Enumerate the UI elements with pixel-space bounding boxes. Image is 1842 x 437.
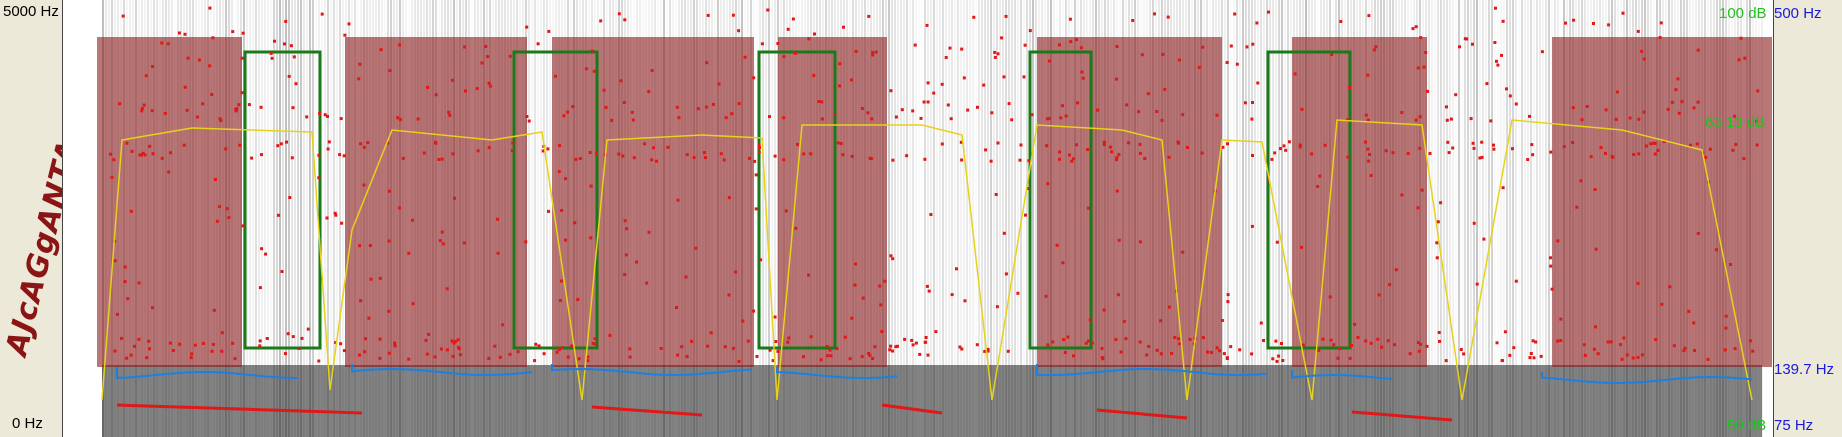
pitch-curve xyxy=(551,364,753,377)
vowel-segment xyxy=(345,37,527,367)
vowel-segment xyxy=(552,37,754,367)
consonant-box xyxy=(512,50,599,350)
formant-track xyxy=(116,403,363,415)
formant-track xyxy=(591,405,703,417)
pitch-curve xyxy=(776,367,898,380)
consonant-box xyxy=(243,50,322,350)
formant-track xyxy=(1096,408,1188,420)
pitch-bottom-label: 75 Hz xyxy=(1774,417,1814,434)
left-axis-bottom-label: 0 Hz xyxy=(12,415,43,432)
intensity-curve xyxy=(101,119,1753,401)
intensity-top-label: 100 dB xyxy=(1719,5,1767,22)
pitch-curve xyxy=(351,364,533,377)
pitch-curve xyxy=(116,367,298,379)
pitch-top-label: 500 Hz xyxy=(1774,5,1822,22)
pitch-mid-label: 139.7 Hz xyxy=(1774,361,1835,378)
vowel-segment xyxy=(1037,37,1222,367)
vowel-segment xyxy=(1292,37,1427,367)
formant-dots xyxy=(109,6,1760,363)
consonant-box xyxy=(1266,50,1352,350)
left-axis-top-label: 5000 Hz xyxy=(3,3,59,20)
formant-track xyxy=(881,403,943,415)
vowel-segment xyxy=(1552,37,1772,367)
formant-track xyxy=(1351,410,1453,422)
low-frequency-band xyxy=(102,365,1762,437)
intensity-bottom-label: 50 dB xyxy=(1727,417,1767,434)
consonant-box xyxy=(1028,50,1093,350)
vowel-segment xyxy=(97,37,242,367)
analysis-overlay xyxy=(97,0,1772,437)
intensity-mid-label: 63.13 dB xyxy=(1705,114,1766,131)
pitch-curve xyxy=(1541,372,1753,384)
consonant-box xyxy=(757,50,837,350)
pitch-curve xyxy=(1291,370,1393,380)
pitch-curve xyxy=(1036,364,1268,377)
vowel-segment xyxy=(778,37,887,367)
